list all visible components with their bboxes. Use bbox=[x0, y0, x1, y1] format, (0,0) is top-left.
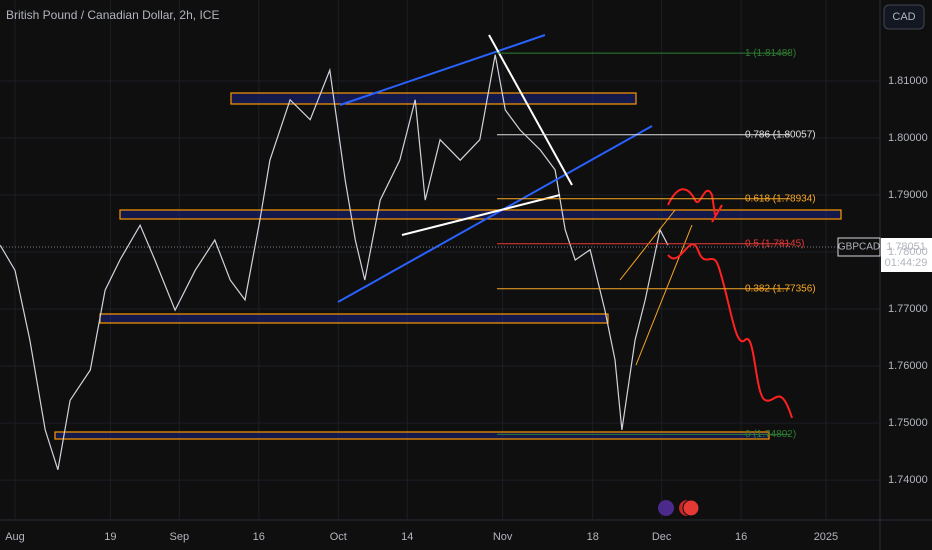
y-tick-label: 1.81000 bbox=[888, 75, 928, 87]
y-tick-label: 1.80000 bbox=[888, 132, 928, 144]
fib-label: 0.618 (1.78934) bbox=[745, 193, 816, 204]
x-tick-label: 2025 bbox=[814, 531, 838, 543]
channel-line bbox=[619, 209, 676, 281]
event-icon[interactable] bbox=[682, 499, 700, 517]
x-tick-label: 14 bbox=[401, 531, 413, 543]
x-tick-label: 16 bbox=[253, 531, 265, 543]
event-icon[interactable] bbox=[658, 500, 674, 516]
trend-line bbox=[339, 34, 546, 106]
symbol-tag bbox=[837, 237, 881, 257]
countdown: 01:44:29 bbox=[885, 257, 928, 269]
fib-label: 1 (1.81488) bbox=[745, 48, 796, 59]
fib-label: 0.382 (1.77356) bbox=[745, 283, 816, 294]
y-tick-label: 1.78000 bbox=[888, 246, 928, 258]
channel-line bbox=[635, 224, 693, 366]
fib-label: 0.5 (1.78145) bbox=[745, 238, 805, 249]
drawings bbox=[337, 34, 793, 419]
x-tick-label: 16 bbox=[735, 531, 747, 543]
y-tick-label: 1.75000 bbox=[888, 417, 928, 429]
y-tick-label: 1.77000 bbox=[888, 303, 928, 315]
price-line bbox=[0, 54, 669, 470]
zone bbox=[230, 92, 637, 105]
y-tick-label: 1.74000 bbox=[888, 474, 928, 486]
y-tick-label: 1.76000 bbox=[888, 360, 928, 372]
trend-line bbox=[337, 125, 653, 303]
x-tick-label: Dec bbox=[652, 531, 672, 543]
x-tick-label: 18 bbox=[587, 531, 599, 543]
last-price-tag bbox=[881, 238, 932, 272]
zone bbox=[99, 313, 609, 324]
x-tick-label: 19 bbox=[104, 531, 116, 543]
projection bbox=[667, 243, 793, 419]
y-tick-label: 1.79000 bbox=[888, 189, 928, 201]
last-price: 1.78051 bbox=[886, 241, 926, 253]
x-tick-label: Oct bbox=[330, 531, 347, 543]
trend-line bbox=[488, 34, 573, 186]
zone bbox=[54, 431, 770, 440]
x-tick-label: Aug bbox=[5, 531, 25, 543]
chart-title: British Pound / Canadian Dollar, 2h, ICE bbox=[6, 8, 219, 22]
projection bbox=[667, 188, 723, 223]
currency[interactable]: CAD bbox=[892, 11, 915, 23]
x-tick-label: Sep bbox=[170, 531, 190, 543]
fib-label: 0 (1.74802) bbox=[745, 429, 796, 440]
x-tick-label: Nov bbox=[493, 531, 513, 543]
currency-button[interactable] bbox=[883, 4, 925, 30]
symbol: GBPCAD bbox=[838, 242, 880, 253]
fib-label: 0.786 (1.80057) bbox=[745, 129, 816, 140]
trend-line bbox=[401, 194, 561, 236]
